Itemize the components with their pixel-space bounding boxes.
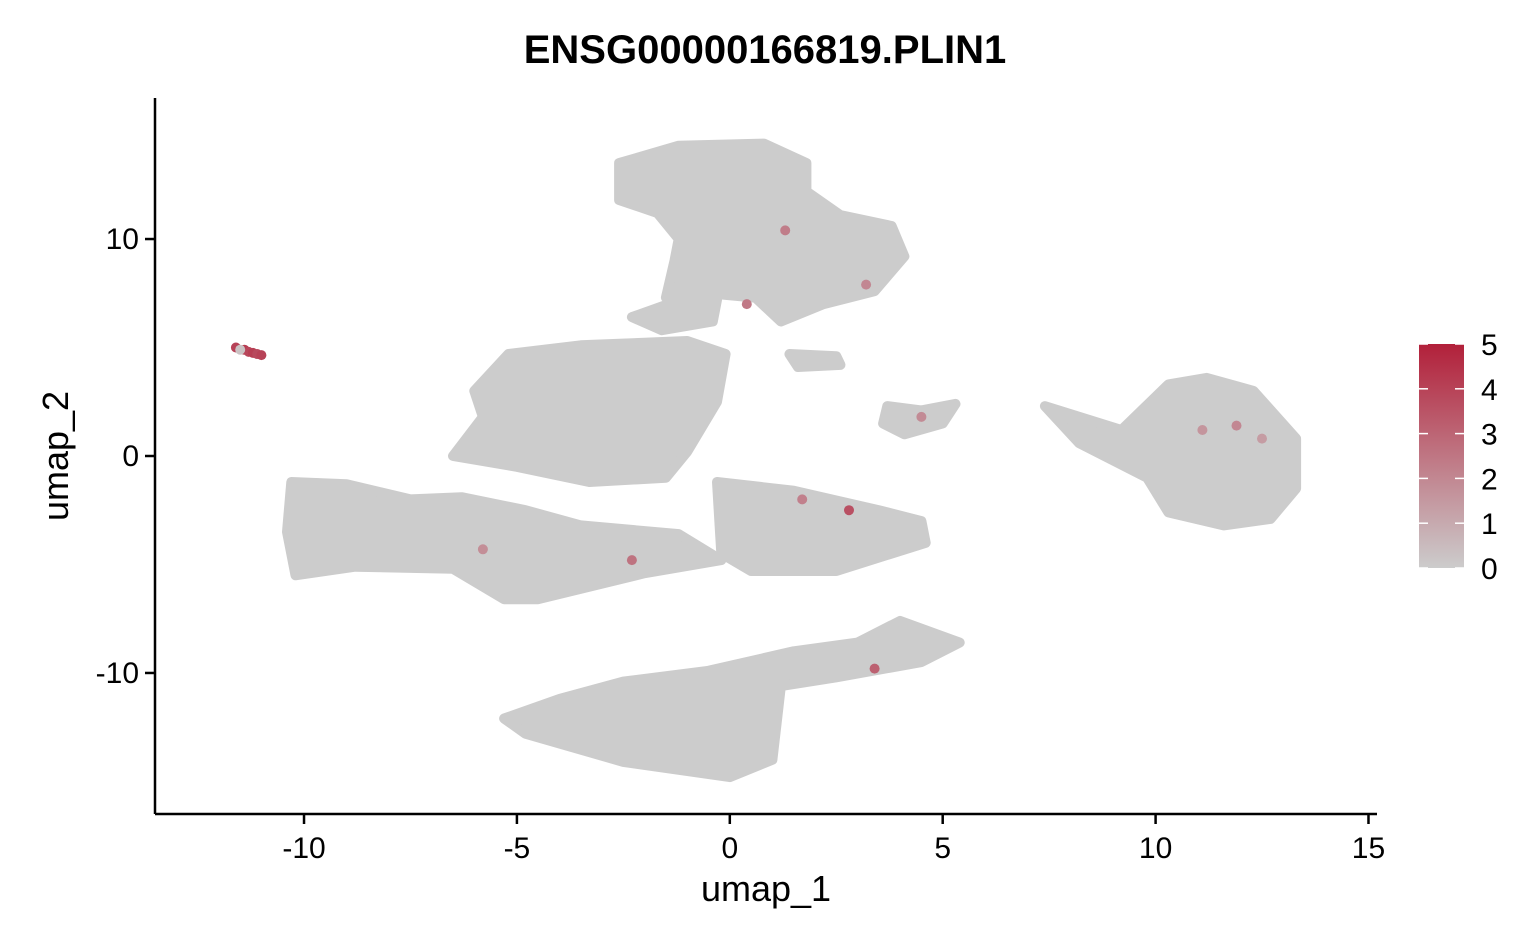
expression-point — [256, 350, 267, 361]
y-tick-label: 10 — [106, 223, 139, 256]
x-tick-label: 5 — [934, 832, 951, 865]
expression-point — [861, 279, 872, 290]
y-tick-label: -10 — [96, 657, 139, 690]
cluster-far-right — [1039, 372, 1302, 531]
expression-point — [477, 544, 488, 555]
expression-point — [869, 663, 880, 674]
colorbar-tick-label: 3 — [1481, 419, 1498, 452]
cluster-bottom — [499, 615, 965, 783]
cluster-left-band — [282, 477, 727, 605]
x-tick-label: 10 — [1139, 832, 1172, 865]
expression-point — [1231, 420, 1242, 431]
expression-point — [235, 344, 246, 355]
cell-clusters — [282, 138, 1302, 783]
x-tick-label: 0 — [721, 832, 738, 865]
x-tick-label: -10 — [282, 832, 325, 865]
expression-point — [741, 299, 752, 310]
expression-point — [797, 494, 808, 505]
y-tick-label: 0 — [122, 440, 139, 473]
expression-point — [1197, 425, 1208, 435]
expression-point — [844, 505, 854, 516]
expression-points — [230, 225, 1267, 674]
x-axis-label: umap_1 — [700, 868, 832, 909]
colorbar-tick-label: 0 — [1481, 553, 1498, 586]
cluster-mid-right — [712, 477, 931, 576]
axes: -10 -5 0 5 10 15 -10 0 10 — [96, 98, 1385, 865]
expression-point — [626, 555, 637, 566]
cluster-top — [614, 138, 910, 327]
expression-point — [916, 411, 927, 422]
colorbar-tick-label: 5 — [1481, 329, 1498, 362]
cluster-bridge — [626, 294, 722, 336]
chart-title: ENSG00000166819.PLIN1 — [523, 28, 1007, 72]
colorbar-tick-label: 2 — [1481, 463, 1498, 496]
x-tick-label: 15 — [1352, 832, 1385, 865]
expression-point — [1257, 433, 1267, 444]
colorbar-tick-label: 1 — [1481, 508, 1498, 541]
colorbar-tick-label: 4 — [1481, 374, 1498, 407]
x-tick-label: -5 — [504, 832, 531, 865]
colorbar-legend: 0 1 2 3 4 5 — [1419, 329, 1498, 586]
colorbar-gradient — [1419, 344, 1464, 568]
expression-point — [780, 225, 791, 236]
cluster-small-top — [784, 349, 846, 372]
cluster-central — [448, 336, 731, 487]
